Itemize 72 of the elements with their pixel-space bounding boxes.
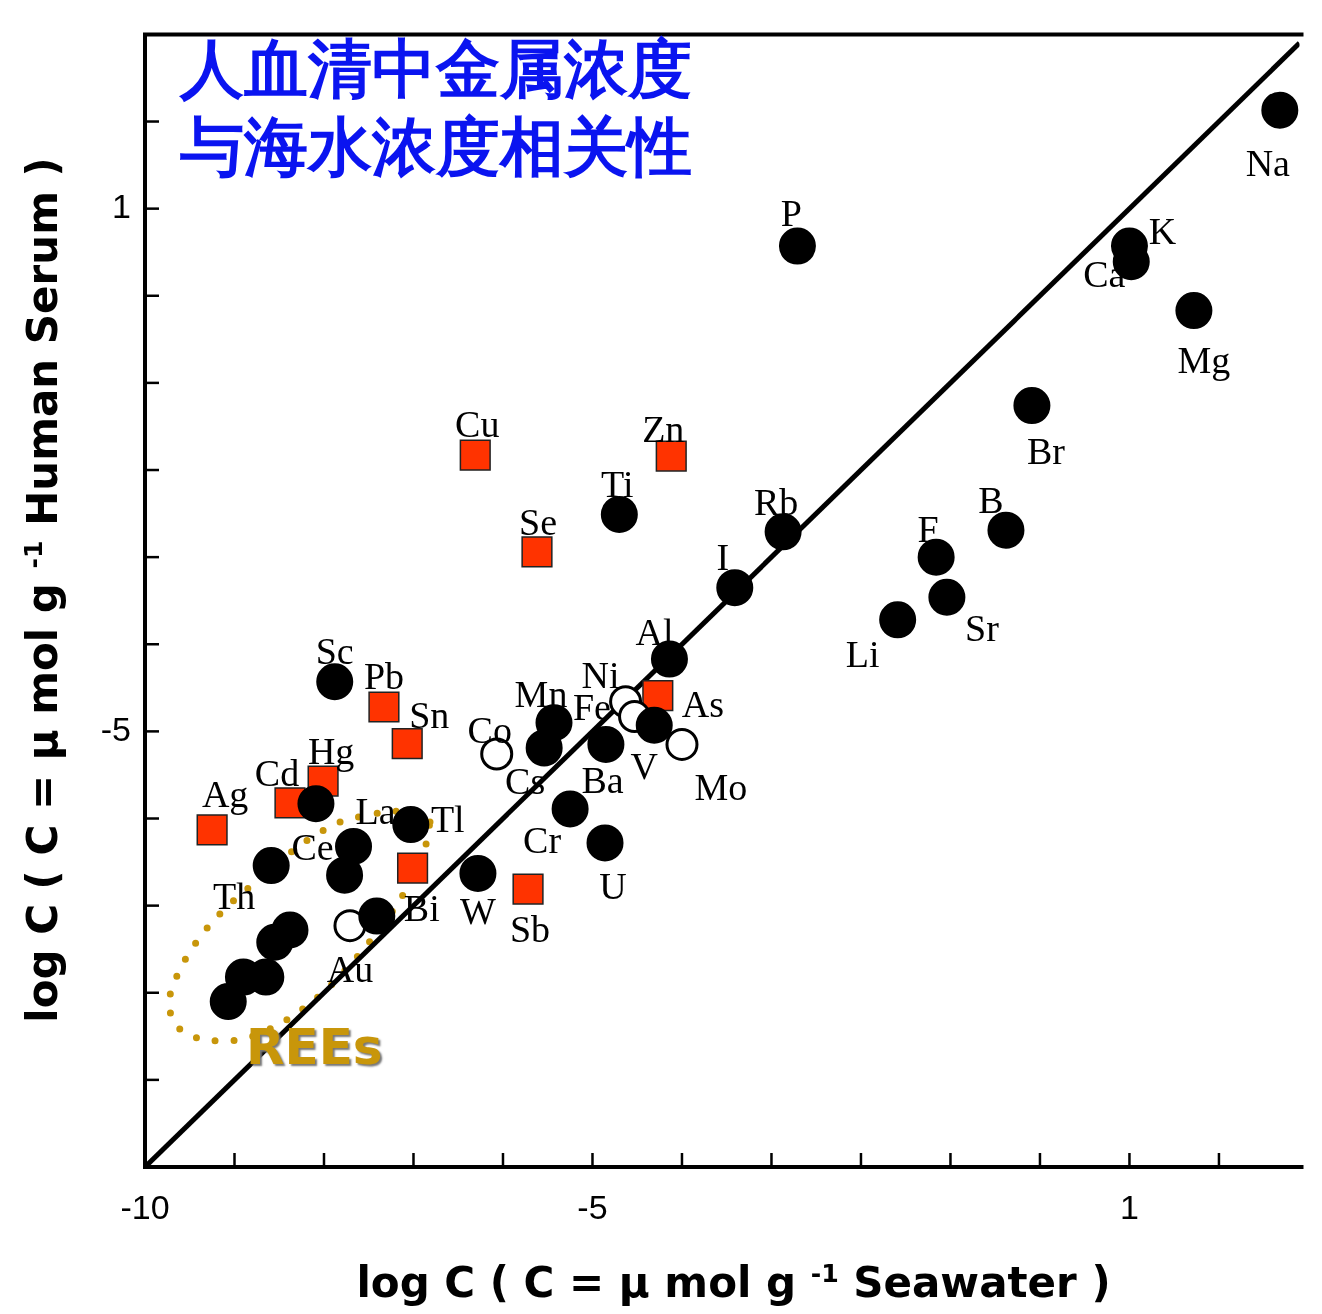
data-label: As — [681, 682, 724, 725]
point — [297, 785, 335, 823]
point — [333, 909, 367, 943]
point — [587, 725, 625, 763]
point — [521, 536, 553, 568]
point — [716, 569, 754, 607]
data-label: Cr — [523, 818, 562, 861]
point — [396, 852, 429, 884]
data-label: Sr — [964, 607, 1000, 650]
data-label: Sn — [409, 693, 450, 736]
text: 人血清中金属浓度与海水浓度相关性 — [180, 31, 693, 186]
data-label: Ag — [201, 772, 249, 815]
data-label: F — [917, 508, 939, 551]
data-label: Se — [518, 500, 557, 543]
data-label: Th — [213, 874, 256, 917]
point — [600, 495, 638, 533]
point — [391, 727, 423, 760]
x-tick-label: -10 — [120, 1187, 170, 1226]
data-label: Rb — [753, 480, 799, 523]
data-label: Ni — [581, 653, 620, 696]
data-label: Mn — [514, 672, 568, 715]
data-label: Hg — [307, 730, 355, 773]
data-label: Pb — [363, 654, 405, 697]
point — [368, 691, 400, 723]
point — [1261, 91, 1299, 129]
point — [459, 854, 497, 892]
point — [392, 806, 430, 844]
data-label: Mg — [1177, 338, 1231, 381]
data-label: W — [459, 890, 496, 933]
point — [196, 814, 228, 846]
point — [316, 663, 354, 701]
data-label: Cd — [254, 751, 300, 794]
point — [459, 439, 491, 471]
data-label: Br — [1026, 429, 1066, 472]
data-label: Cu — [455, 403, 500, 446]
data-label: Tl — [430, 797, 465, 840]
data-label: Li — [845, 632, 880, 675]
point — [778, 227, 816, 265]
point — [764, 513, 802, 551]
point — [635, 706, 673, 744]
point — [335, 827, 373, 865]
data-label: Ba — [581, 758, 624, 801]
point — [1175, 292, 1213, 330]
x-tick-label: -5 — [577, 1187, 608, 1226]
point — [879, 601, 917, 639]
x-tick-label: 1 — [1120, 1187, 1139, 1226]
point — [928, 578, 966, 616]
point — [358, 897, 396, 935]
data-label: U — [599, 864, 627, 907]
point — [586, 824, 624, 862]
point — [987, 511, 1025, 549]
data-label: P — [780, 192, 802, 235]
data-label: V — [630, 745, 659, 788]
data-label: Ti — [601, 463, 634, 506]
data-label: I — [716, 535, 730, 578]
data-label: La — [355, 790, 396, 833]
data-label: Sb — [509, 908, 551, 951]
data-label: Ce — [291, 826, 334, 869]
data-label: K — [1148, 210, 1177, 253]
point — [209, 982, 247, 1020]
data-label: Zn — [642, 408, 685, 451]
x-axis-title: log C ( C = μ mol g $^{-1}$ Seawater ) — [355, 1258, 1112, 1307]
point — [665, 727, 699, 761]
data-label: B — [978, 479, 1004, 522]
point — [525, 729, 563, 767]
point — [512, 873, 544, 905]
data-label: Sc — [315, 629, 354, 672]
point — [655, 440, 687, 472]
point — [1013, 387, 1051, 425]
data-label: Mo — [694, 766, 748, 809]
point — [256, 923, 294, 961]
data-label: Na — [1245, 142, 1291, 185]
